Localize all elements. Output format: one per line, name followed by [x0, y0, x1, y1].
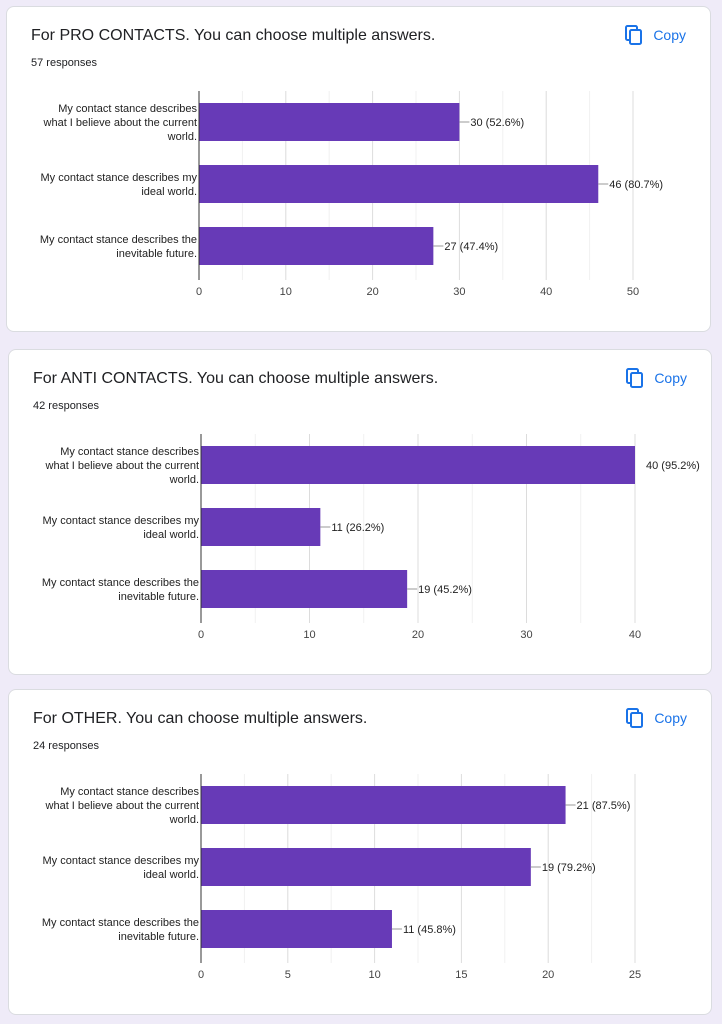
response-count: 24 responses — [33, 740, 100, 752]
category-label: ideal world. — [141, 186, 197, 198]
data-label: 46 (80.7%) — [609, 179, 663, 191]
card-title: For PRO CONTACTS. You can choose multipl… — [31, 27, 436, 44]
category-label: My contact stance describes my — [42, 855, 199, 867]
category-label: what I believe about the current — [43, 117, 197, 129]
copy-button[interactable]: Copy — [625, 23, 686, 47]
category-label: My contact stance describes the — [40, 234, 197, 246]
data-label: 27 (47.4%) — [444, 241, 498, 253]
category-label: My contact stance describes — [60, 786, 199, 798]
x-tick-label: 0 — [196, 286, 202, 298]
category-label: world. — [169, 474, 199, 486]
copy-label: Copy — [653, 27, 686, 43]
x-tick-label: 15 — [455, 969, 467, 981]
x-tick-label: 20 — [366, 286, 378, 298]
copy-icon — [625, 25, 643, 45]
x-tick-label: 20 — [412, 629, 424, 641]
bar — [201, 848, 531, 886]
card-title: For OTHER. You can choose multiple answe… — [33, 710, 368, 727]
data-label: 11 (45.8%) — [403, 924, 456, 936]
x-tick-label: 25 — [629, 969, 641, 981]
copy-button[interactable]: Copy — [626, 366, 687, 390]
bar — [201, 508, 321, 546]
x-tick-label: 50 — [627, 286, 639, 298]
x-tick-label: 10 — [368, 969, 380, 981]
response-count: 57 responses — [31, 57, 98, 69]
x-tick-label: 40 — [540, 286, 552, 298]
x-tick-label: 10 — [303, 629, 315, 641]
bar — [199, 165, 599, 203]
bar — [201, 570, 408, 608]
card-title: For ANTI CONTACTS. You can choose multip… — [33, 370, 439, 387]
response-count: 42 responses — [33, 400, 100, 412]
copy-button[interactable]: Copy — [626, 706, 687, 730]
chart-card-other: For OTHER. You can choose multiple answe… — [8, 689, 712, 1015]
copy-icon — [626, 368, 644, 388]
data-label: 19 (79.2%) — [542, 862, 596, 874]
x-tick-label: 20 — [542, 969, 554, 981]
copy-icon — [626, 708, 644, 728]
bar — [201, 910, 392, 948]
category-label: My contact stance describes the — [42, 577, 199, 589]
category-label: My contact stance describes my — [40, 172, 197, 184]
data-label: 30 (52.6%) — [470, 117, 524, 129]
category-label: My contact stance describes the — [42, 917, 199, 929]
category-label: inevitable future. — [118, 591, 199, 603]
copy-label: Copy — [654, 710, 687, 726]
category-label: what I believe about the current — [45, 460, 199, 472]
x-tick-label: 0 — [198, 629, 204, 641]
x-tick-label: 30 — [520, 629, 532, 641]
category-label: world. — [169, 814, 199, 826]
category-label: ideal world. — [143, 529, 199, 541]
chart-card-pro-contacts: For PRO CONTACTS. You can choose multipl… — [6, 6, 711, 332]
data-label: 11 (26.2%) — [331, 522, 384, 534]
x-tick-label: 5 — [285, 969, 291, 981]
bar — [201, 786, 566, 824]
x-tick-label: 30 — [453, 286, 465, 298]
category-label: what I believe about the current — [45, 800, 199, 812]
data-label: 40 (95.2%) — [646, 460, 700, 472]
category-label: My contact stance describes — [60, 446, 199, 458]
bar — [199, 227, 434, 265]
copy-label: Copy — [654, 370, 687, 386]
data-label: 21 (87.5%) — [577, 800, 631, 812]
bar-chart: 0 5 10 15 20 25 My contact stance describes wha… — [42, 774, 641, 981]
category-label: ideal world. — [143, 869, 199, 881]
category-label: world. — [167, 131, 197, 143]
x-tick-label: 0 — [198, 969, 204, 981]
bar-chart: 0 10 20 30 40 50 My contact stance describes wh… — [40, 91, 663, 298]
chart-card-anti-contacts: For ANTI CONTACTS. You can choose multip… — [8, 349, 712, 675]
category-label: My contact stance describes my — [42, 515, 199, 527]
data-label: 19 (45.2%) — [418, 584, 472, 596]
category-label: inevitable future. — [118, 931, 199, 943]
category-label: My contact stance describes — [58, 103, 197, 115]
bar-chart: 0 10 20 30 40 My contact stance describes what… — [42, 434, 700, 641]
bar — [199, 103, 460, 141]
bar — [201, 446, 635, 484]
category-label: inevitable future. — [116, 248, 197, 260]
x-tick-label: 10 — [280, 286, 292, 298]
x-tick-label: 40 — [629, 629, 641, 641]
